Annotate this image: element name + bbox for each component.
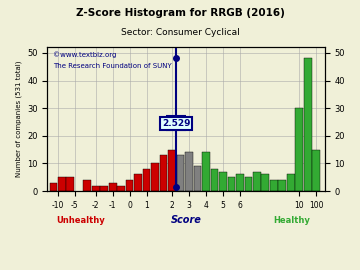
Bar (304, 58, 311, 191)
X-axis label: Score: Score (171, 215, 202, 225)
Text: Unhealthy: Unhealthy (56, 216, 105, 225)
Text: ©www.textbiz.org: ©www.textbiz.org (53, 52, 116, 58)
Bar (228, 177, 235, 191)
Bar (261, 174, 269, 191)
Bar (244, 177, 252, 191)
Bar (50, 183, 57, 191)
Bar (100, 185, 108, 191)
Bar (194, 166, 201, 191)
Bar (236, 174, 244, 191)
Text: Z-Score Histogram for RRGB (2016): Z-Score Histogram for RRGB (2016) (76, 8, 284, 18)
Bar (109, 183, 117, 191)
Y-axis label: Number of companies (531 total): Number of companies (531 total) (15, 61, 22, 177)
Bar (312, 150, 320, 191)
Bar (117, 185, 125, 191)
Bar (253, 172, 261, 191)
Bar (160, 155, 167, 191)
Bar (92, 185, 100, 191)
Bar (58, 177, 66, 191)
Bar (67, 177, 74, 191)
Bar (151, 163, 159, 191)
Bar (168, 150, 176, 191)
Bar (211, 169, 218, 191)
Text: The Research Foundation of SUNY: The Research Foundation of SUNY (53, 63, 172, 69)
Bar (185, 152, 193, 191)
Bar (270, 180, 278, 191)
Bar (278, 180, 286, 191)
Text: Sector: Consumer Cyclical: Sector: Consumer Cyclical (121, 28, 239, 37)
Bar (126, 180, 134, 191)
Bar (296, 108, 303, 191)
Bar (287, 174, 294, 191)
Bar (134, 174, 142, 191)
Text: Healthy: Healthy (273, 216, 310, 225)
Bar (84, 180, 91, 191)
Text: 2.529: 2.529 (162, 119, 190, 128)
Bar (143, 169, 150, 191)
Bar (177, 155, 184, 191)
Bar (202, 152, 210, 191)
Bar (219, 172, 227, 191)
